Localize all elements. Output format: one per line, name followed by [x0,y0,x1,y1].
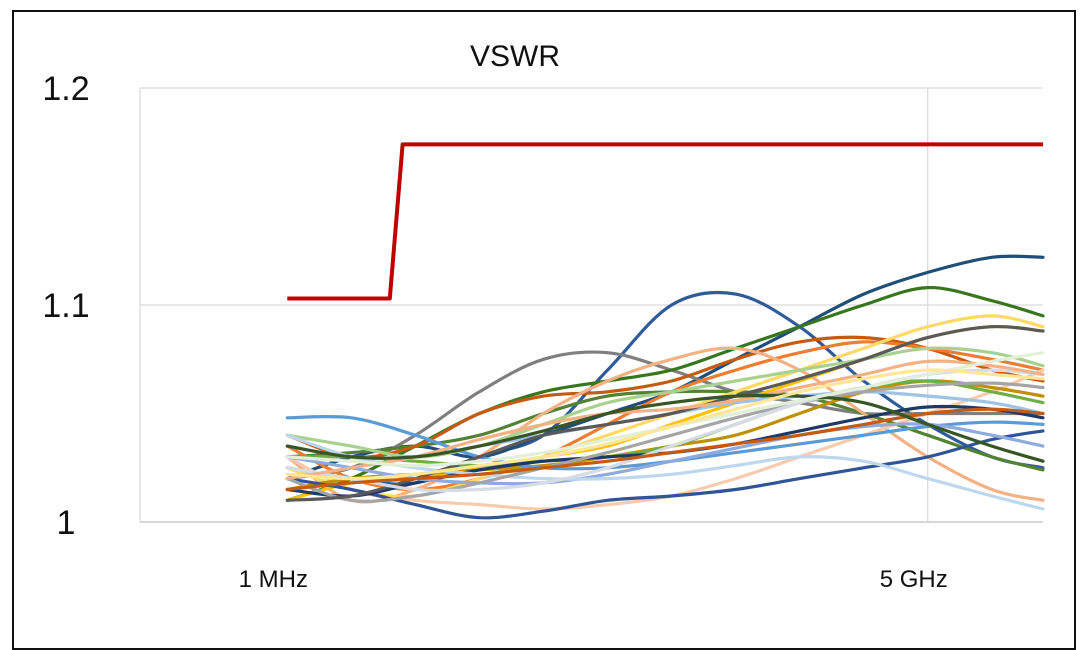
x-tick-label: 5 GHz [880,566,948,593]
vswr-limit-line [287,142,1043,301]
y-axis-ticks: 1.2 1.1 1 [42,70,89,542]
series-line-25 [285,407,1045,492]
chart-frame [12,10,1076,650]
grid [139,87,1043,523]
series-line-28 [285,368,1045,481]
series-line-21 [285,381,1045,503]
x-tick-label: 1 MHz [239,566,308,593]
y-tick-label: 1.2 [42,70,89,108]
limit-group [287,142,1043,301]
series-line-26 [285,393,1045,463]
chart-title: VSWR [470,40,560,73]
y-tick-label: 1 [57,504,76,542]
y-tick-label: 1.1 [42,287,89,325]
x-axis-ticks: 1 MHz 5 GHz [239,566,948,593]
series-line-17 [285,429,1045,520]
vswr-chart: VSWR 1.2 1.1 1 1 MHz 5 GHz [42,40,1045,593]
series-line-20 [285,433,1045,511]
series-group [285,254,1045,520]
